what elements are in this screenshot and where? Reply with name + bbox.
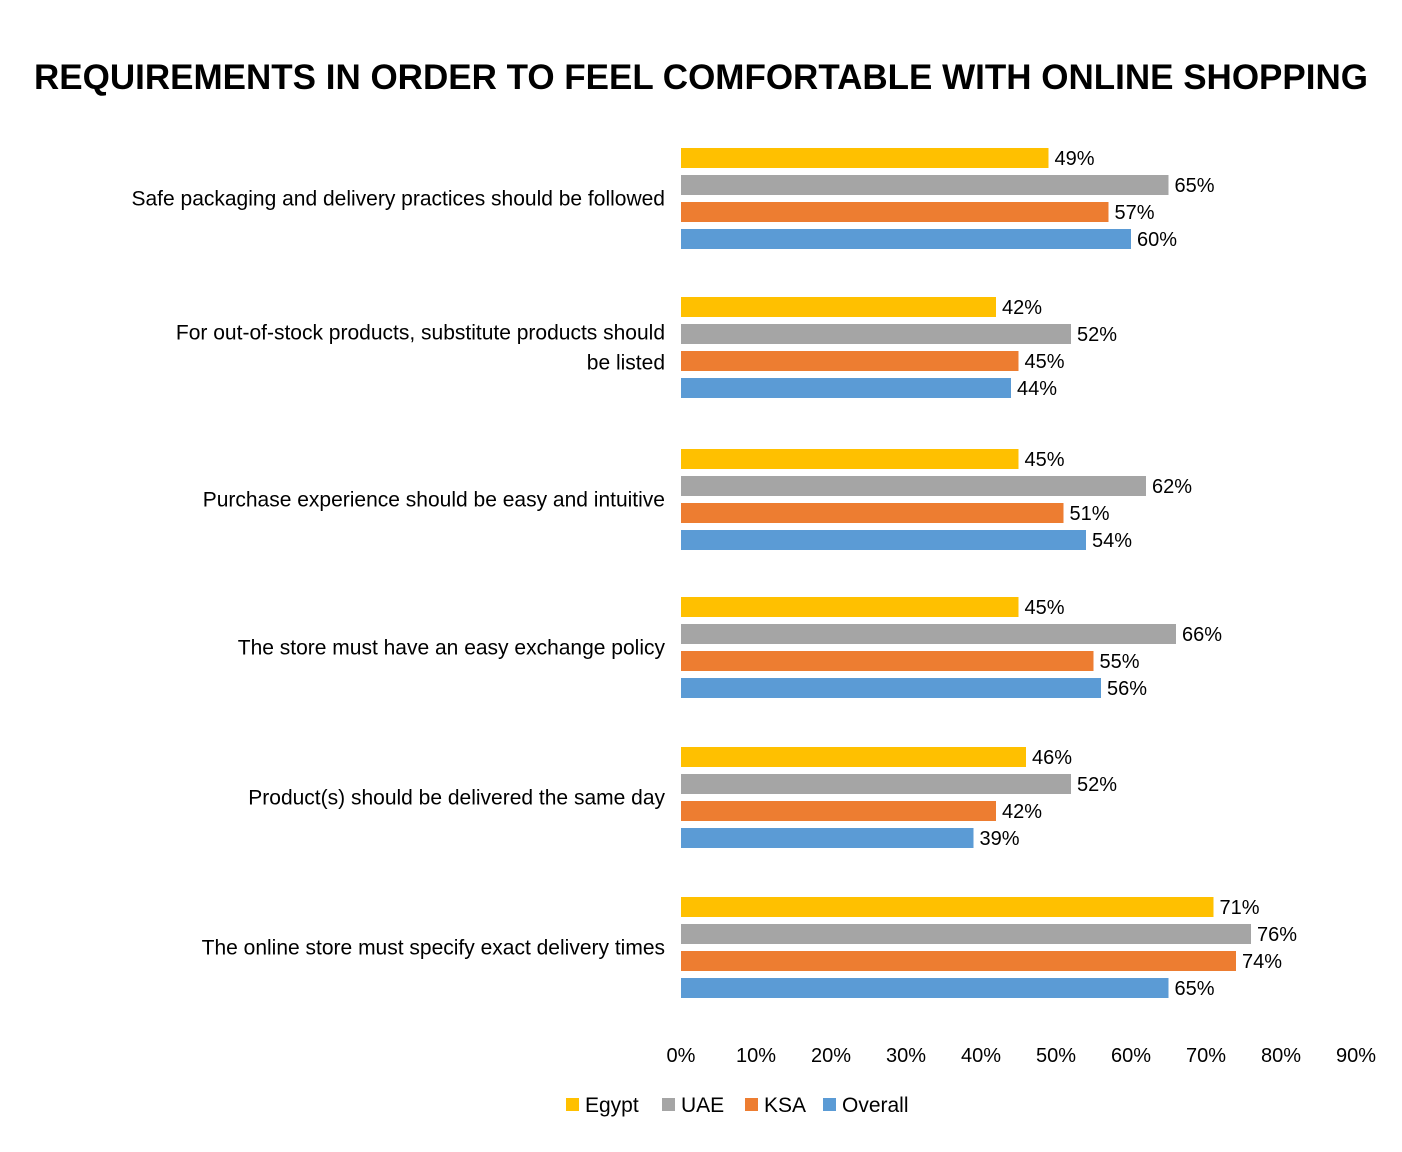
- x-tick-label-70: 70%: [1186, 1045, 1226, 1067]
- data-label-overall-4: 39%: [980, 828, 1020, 850]
- category-label-4: Product(s) should be delivered the same …: [248, 787, 665, 810]
- bar-ksa-0: [681, 202, 1109, 222]
- data-label-egypt-1: 42%: [1002, 297, 1042, 319]
- bar-egypt-0: [681, 148, 1049, 168]
- bar-uae-3: [681, 624, 1176, 644]
- data-label-overall-1: 44%: [1017, 378, 1057, 400]
- bar-egypt-3: [681, 597, 1019, 617]
- category-label-1-line-1: be listed: [587, 352, 665, 375]
- bar-egypt-1: [681, 297, 996, 317]
- bar-overall-2: [681, 530, 1086, 550]
- data-label-uae-0: 65%: [1175, 175, 1215, 197]
- legend-swatch-overall: [823, 1098, 836, 1111]
- x-tick-label-50: 50%: [1036, 1045, 1076, 1067]
- bar-egypt-4: [681, 747, 1026, 767]
- data-label-ksa-1: 45%: [1025, 351, 1065, 373]
- bar-ksa-4: [681, 801, 996, 821]
- legend-label-overall: Overall: [842, 1094, 909, 1117]
- data-label-egypt-4: 46%: [1032, 747, 1072, 769]
- bar-ksa-1: [681, 351, 1019, 371]
- bar-uae-2: [681, 476, 1146, 496]
- bar-overall-4: [681, 828, 974, 848]
- data-label-egypt-0: 49%: [1055, 148, 1095, 170]
- x-tick-label-0: 0%: [667, 1045, 696, 1067]
- data-label-uae-5: 76%: [1257, 924, 1297, 946]
- data-label-uae-2: 62%: [1152, 476, 1192, 498]
- data-label-overall-3: 56%: [1107, 678, 1147, 700]
- legend-swatch-egypt: [566, 1098, 579, 1111]
- bar-overall-3: [681, 678, 1101, 698]
- bar-egypt-2: [681, 449, 1019, 469]
- legend-swatch-uae: [662, 1098, 675, 1111]
- data-label-egypt-3: 45%: [1025, 597, 1065, 619]
- data-label-ksa-4: 42%: [1002, 801, 1042, 823]
- x-tick-label-20: 20%: [811, 1045, 851, 1067]
- category-label-5: The online store must specify exact deli…: [202, 937, 665, 960]
- bar-ksa-5: [681, 951, 1236, 971]
- data-label-egypt-2: 45%: [1025, 449, 1065, 471]
- bar-overall-0: [681, 229, 1131, 249]
- legend-swatch-ksa: [745, 1098, 758, 1111]
- chart-title: REQUIREMENTS IN ORDER TO FEEL COMFORTABL…: [34, 58, 1368, 97]
- data-label-overall-0: 60%: [1137, 229, 1177, 251]
- legend-label-egypt: Egypt: [585, 1094, 639, 1117]
- category-label-3: The store must have an easy exchange pol…: [238, 637, 666, 660]
- data-label-uae-4: 52%: [1077, 774, 1117, 796]
- x-tick-label-40: 40%: [961, 1045, 1001, 1067]
- bar-uae-4: [681, 774, 1071, 794]
- bar-uae-1: [681, 324, 1071, 344]
- data-label-ksa-2: 51%: [1070, 503, 1110, 525]
- data-label-ksa-3: 55%: [1100, 651, 1140, 673]
- legend-label-ksa: KSA: [764, 1094, 806, 1117]
- bar-ksa-3: [681, 651, 1094, 671]
- bar-ksa-2: [681, 503, 1064, 523]
- data-label-uae-1: 52%: [1077, 324, 1117, 346]
- category-label-2: Purchase experience should be easy and i…: [203, 489, 665, 512]
- bar-overall-5: [681, 978, 1169, 998]
- x-tick-label-90: 90%: [1336, 1045, 1376, 1067]
- legend-label-uae: UAE: [681, 1094, 724, 1117]
- bar-uae-5: [681, 924, 1251, 944]
- bar-overall-1: [681, 378, 1011, 398]
- x-tick-label-10: 10%: [736, 1045, 776, 1067]
- data-label-overall-2: 54%: [1092, 530, 1132, 552]
- data-label-ksa-0: 57%: [1115, 202, 1155, 224]
- bar-egypt-5: [681, 897, 1214, 917]
- x-tick-label-80: 80%: [1261, 1045, 1301, 1067]
- x-tick-label-30: 30%: [886, 1045, 926, 1067]
- data-label-uae-3: 66%: [1182, 624, 1222, 646]
- data-label-egypt-5: 71%: [1220, 897, 1260, 919]
- data-label-overall-5: 65%: [1175, 978, 1215, 1000]
- category-label-0: Safe packaging and delivery practices sh…: [131, 188, 665, 211]
- x-tick-label-60: 60%: [1111, 1045, 1151, 1067]
- category-label-1-line-0: For out-of-stock products, substitute pr…: [176, 322, 665, 345]
- data-label-ksa-5: 74%: [1242, 951, 1282, 973]
- bar-uae-0: [681, 175, 1169, 195]
